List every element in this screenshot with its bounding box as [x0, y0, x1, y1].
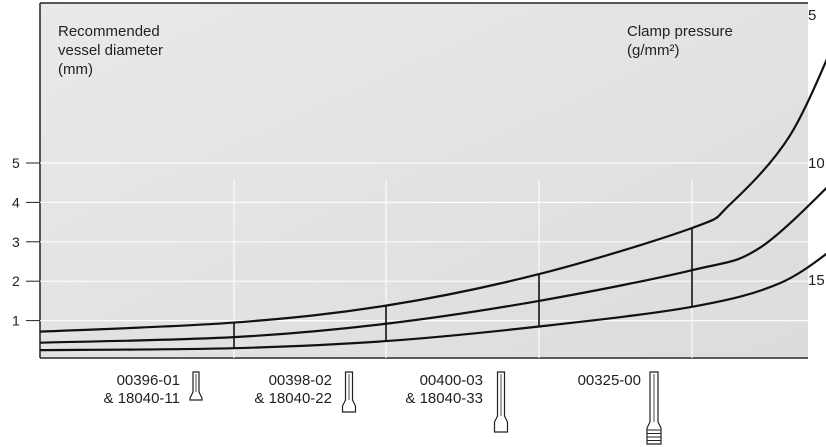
- tick-label-3: 3: [12, 234, 20, 250]
- left-axis-title-line-2: vessel diameter: [58, 42, 164, 59]
- right-axis-title-line-2: (g/mm²): [627, 42, 680, 59]
- product-code-1a: 00396-01: [116, 372, 180, 389]
- pressure-curves: [39, 58, 826, 352]
- tick-label-5: 5: [12, 155, 20, 171]
- product-code-2b: & 18040-22: [254, 390, 332, 407]
- tick-label-4: 4: [12, 194, 20, 210]
- left-axis-title: Recommended vessel diameter (mm): [58, 22, 163, 79]
- left-axis-ticks: 1 2 3 4 5: [12, 155, 40, 329]
- pressure-curve-10: [39, 186, 826, 344]
- tick-label-1: 1: [12, 313, 20, 329]
- product-code-1b: & 18040-11: [103, 390, 180, 407]
- right-axis-label-10: 10: [808, 155, 825, 172]
- tick-label-2: 2: [12, 273, 20, 289]
- product-code-3b: & 18040-33: [405, 390, 483, 407]
- product-label-4: 00325-00: [531, 372, 641, 390]
- product-label-2: 00398-02 & 18040-22: [222, 372, 332, 408]
- instrument-icon-4: [646, 371, 662, 445]
- plot-area: [40, 3, 808, 357]
- product-label-3: 00400-03 & 18040-33: [373, 372, 483, 408]
- right-axis-labels: 5 10 15: [808, 7, 825, 289]
- instrument-icon-1: [189, 371, 203, 401]
- product-code-4a: 00325-00: [577, 372, 641, 389]
- right-axis-title: Clamp pressure (g/mm²): [627, 22, 733, 60]
- product-label-1: 00396-01 & 18040-11: [70, 372, 180, 408]
- instrument-icon-2: [341, 371, 357, 413]
- pressure-curve-5: [39, 58, 826, 333]
- gridlines: [40, 162, 808, 358]
- right-axis-title-line-1: Clamp pressure: [627, 23, 733, 40]
- left-axis-title-line-3: (mm): [58, 61, 93, 78]
- pressure-curve-15: [39, 252, 826, 352]
- product-code-2a: 00398-02: [268, 372, 332, 389]
- right-axis-label-5: 5: [808, 7, 816, 24]
- left-axis-title-line-1: Recommended: [58, 23, 160, 40]
- product-code-3a: 00400-03: [419, 372, 483, 389]
- instrument-icons: [189, 371, 662, 445]
- right-axis-label-15: 15: [808, 272, 825, 289]
- instrument-icon-3: [493, 371, 509, 433]
